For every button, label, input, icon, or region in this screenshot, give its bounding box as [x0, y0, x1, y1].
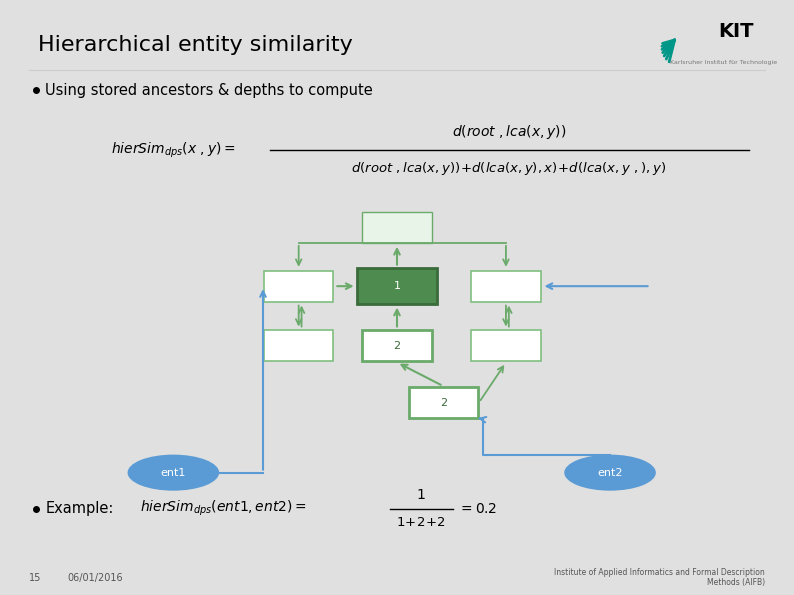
Ellipse shape	[565, 455, 656, 491]
FancyBboxPatch shape	[471, 271, 541, 302]
Text: $1$: $1$	[416, 488, 426, 502]
Text: ent1: ent1	[160, 468, 186, 478]
Text: $1\!+\!2\!+\!2$: $1\!+\!2\!+\!2$	[396, 516, 446, 528]
Text: Using stored ancestors & depths to compute: Using stored ancestors & depths to compu…	[45, 83, 373, 98]
Text: $\mathit{hierSim}_{dps}(x\ ,y)=$: $\mathit{hierSim}_{dps}(x\ ,y)=$	[110, 140, 235, 160]
Text: $d(\mathit{root}\ ,\mathit{lca}(x,y))\!+\!d(\mathit{lca}(x,y),x)\!+\!d(\mathit{l: $d(\mathit{root}\ ,\mathit{lca}(x,y))\!+…	[351, 160, 666, 177]
Text: Karlsruher Institut für Technologie: Karlsruher Institut für Technologie	[670, 60, 777, 64]
FancyBboxPatch shape	[471, 330, 541, 361]
Text: $= 0.2$: $= 0.2$	[457, 502, 496, 516]
Text: 15: 15	[29, 573, 41, 583]
Text: ent2: ent2	[597, 468, 622, 478]
FancyBboxPatch shape	[264, 330, 333, 361]
FancyBboxPatch shape	[362, 330, 432, 361]
Text: $d(\mathit{root}\ ,\mathit{lca}(x,y))$: $d(\mathit{root}\ ,\mathit{lca}(x,y))$	[452, 123, 566, 140]
FancyBboxPatch shape	[409, 387, 478, 418]
Ellipse shape	[128, 455, 219, 491]
Text: Example:: Example:	[45, 501, 114, 516]
Text: Hierarchical entity similarity: Hierarchical entity similarity	[38, 35, 353, 55]
Text: KIT: KIT	[718, 22, 754, 41]
FancyBboxPatch shape	[264, 271, 333, 302]
Text: Institute of Applied Informatics and Formal Description
Methods (AIFB): Institute of Applied Informatics and For…	[554, 568, 765, 587]
Text: 2: 2	[394, 341, 400, 351]
FancyBboxPatch shape	[357, 268, 437, 304]
Text: 06/01/2016: 06/01/2016	[67, 573, 123, 583]
Text: $\mathit{hierSim}_{dps}(ent1,ent2)=$: $\mathit{hierSim}_{dps}(ent1,ent2)=$	[140, 499, 306, 518]
Text: 1: 1	[394, 281, 400, 291]
FancyBboxPatch shape	[362, 212, 432, 243]
Text: 2: 2	[440, 397, 447, 408]
